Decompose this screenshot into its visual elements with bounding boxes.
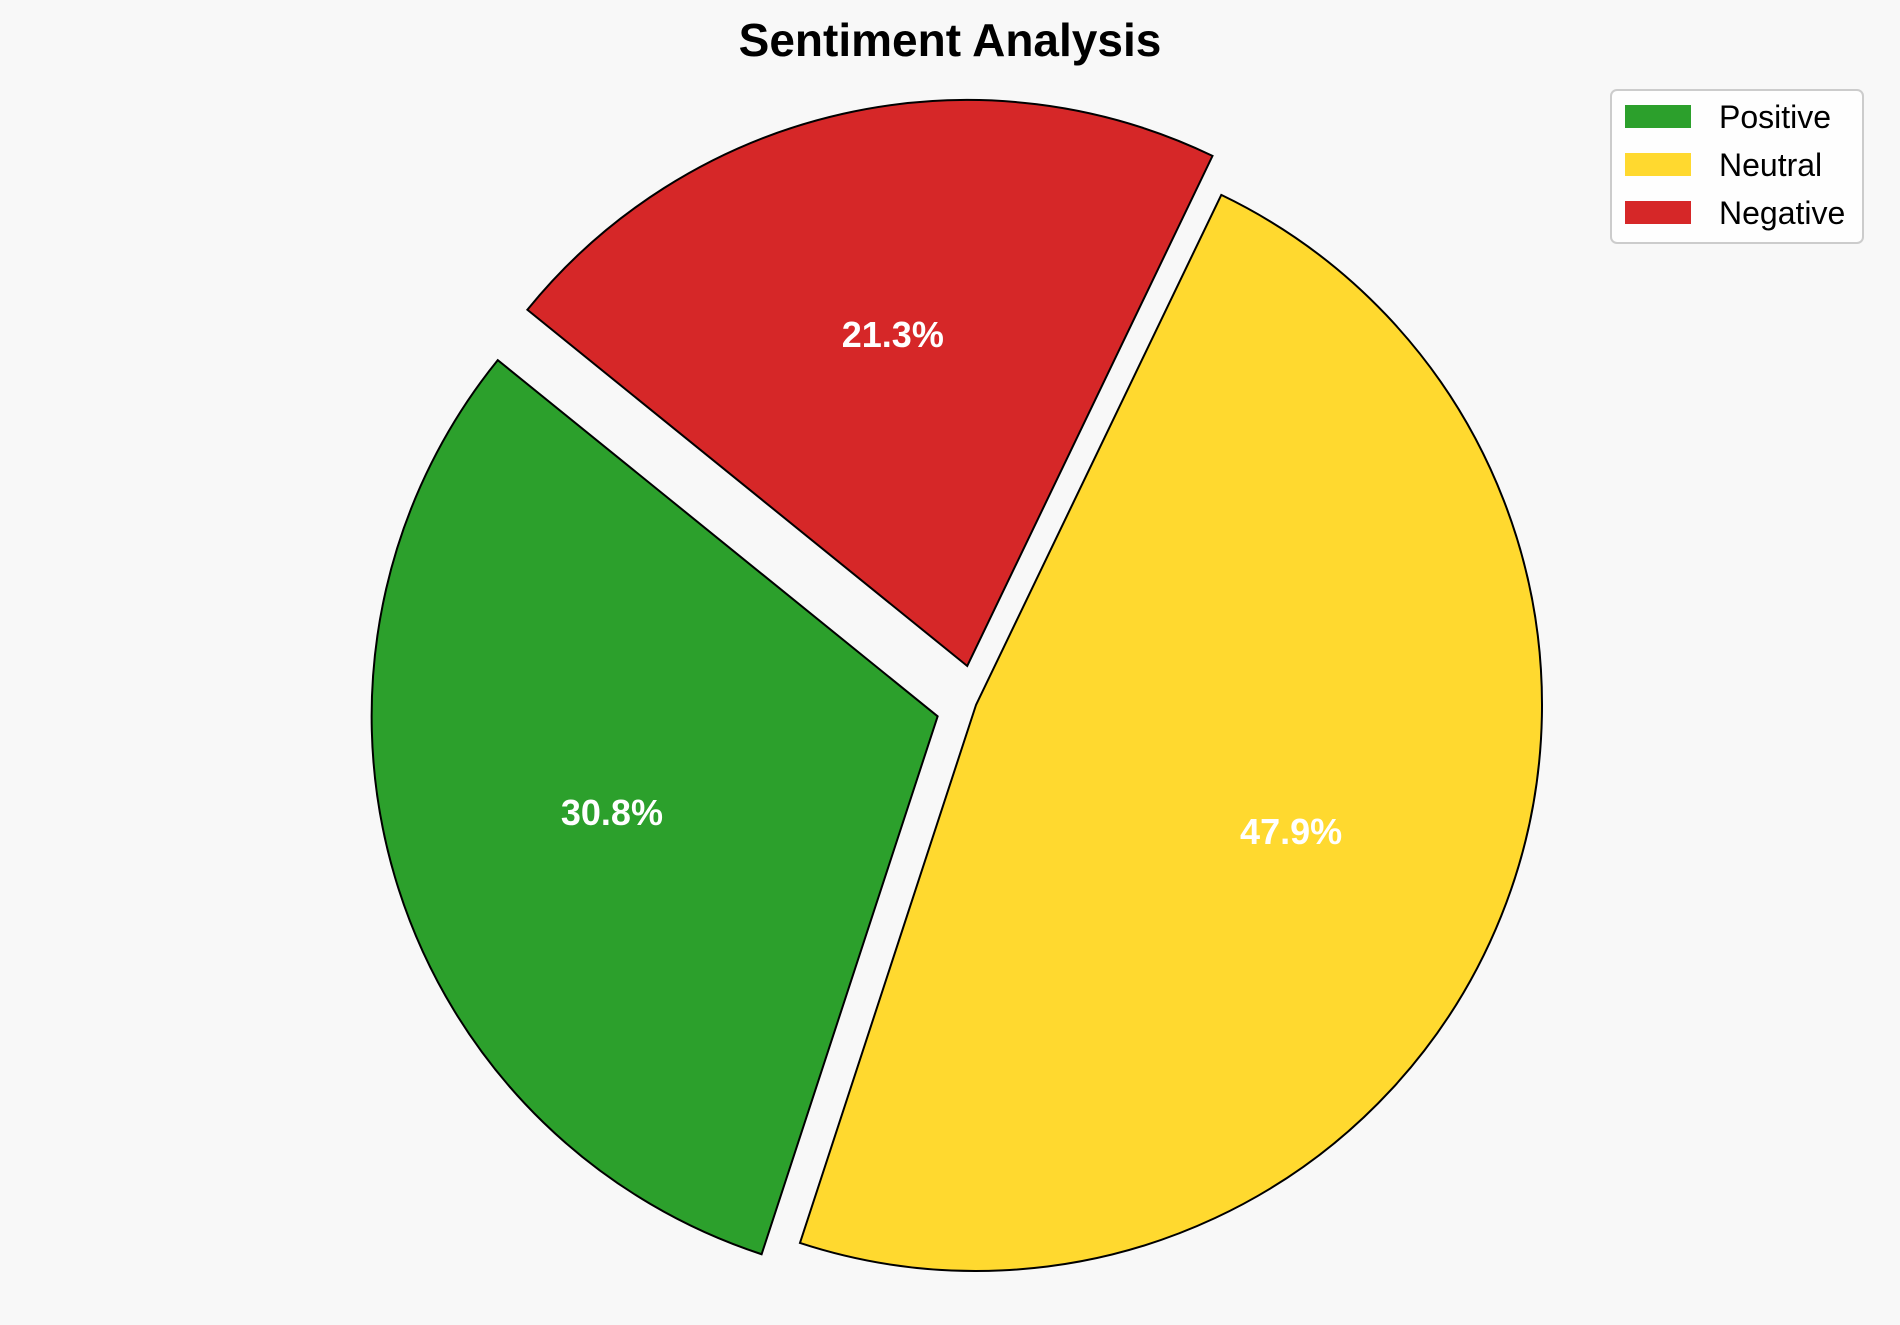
- chart-title: Sentiment Analysis: [739, 14, 1162, 66]
- legend-label-neutral: Neutral: [1719, 147, 1822, 183]
- legend-label-positive: Positive: [1719, 99, 1831, 135]
- pie-slices: [370, 98, 1543, 1272]
- pie-slice-neutral: [798, 193, 1543, 1272]
- slice-label-neutral: 47.9%: [1240, 811, 1342, 852]
- legend-label-negative: Negative: [1719, 195, 1845, 231]
- legend-swatch-neutral: [1625, 153, 1691, 176]
- legend: Positive Neutral Negative: [1610, 89, 1864, 244]
- legend-entries: Positive Neutral Negative: [1625, 99, 1845, 231]
- legend-swatch-positive: [1625, 105, 1691, 128]
- pie-slice-positive: [370, 358, 939, 1256]
- pie-slice-negative: [525, 98, 1214, 668]
- slice-label-positive: 30.8%: [561, 792, 663, 833]
- pie-slice-labels: 30.8% 47.9% 21.3%: [561, 314, 1342, 852]
- legend-swatch-negative: [1625, 201, 1691, 224]
- slice-label-negative: 21.3%: [842, 314, 944, 355]
